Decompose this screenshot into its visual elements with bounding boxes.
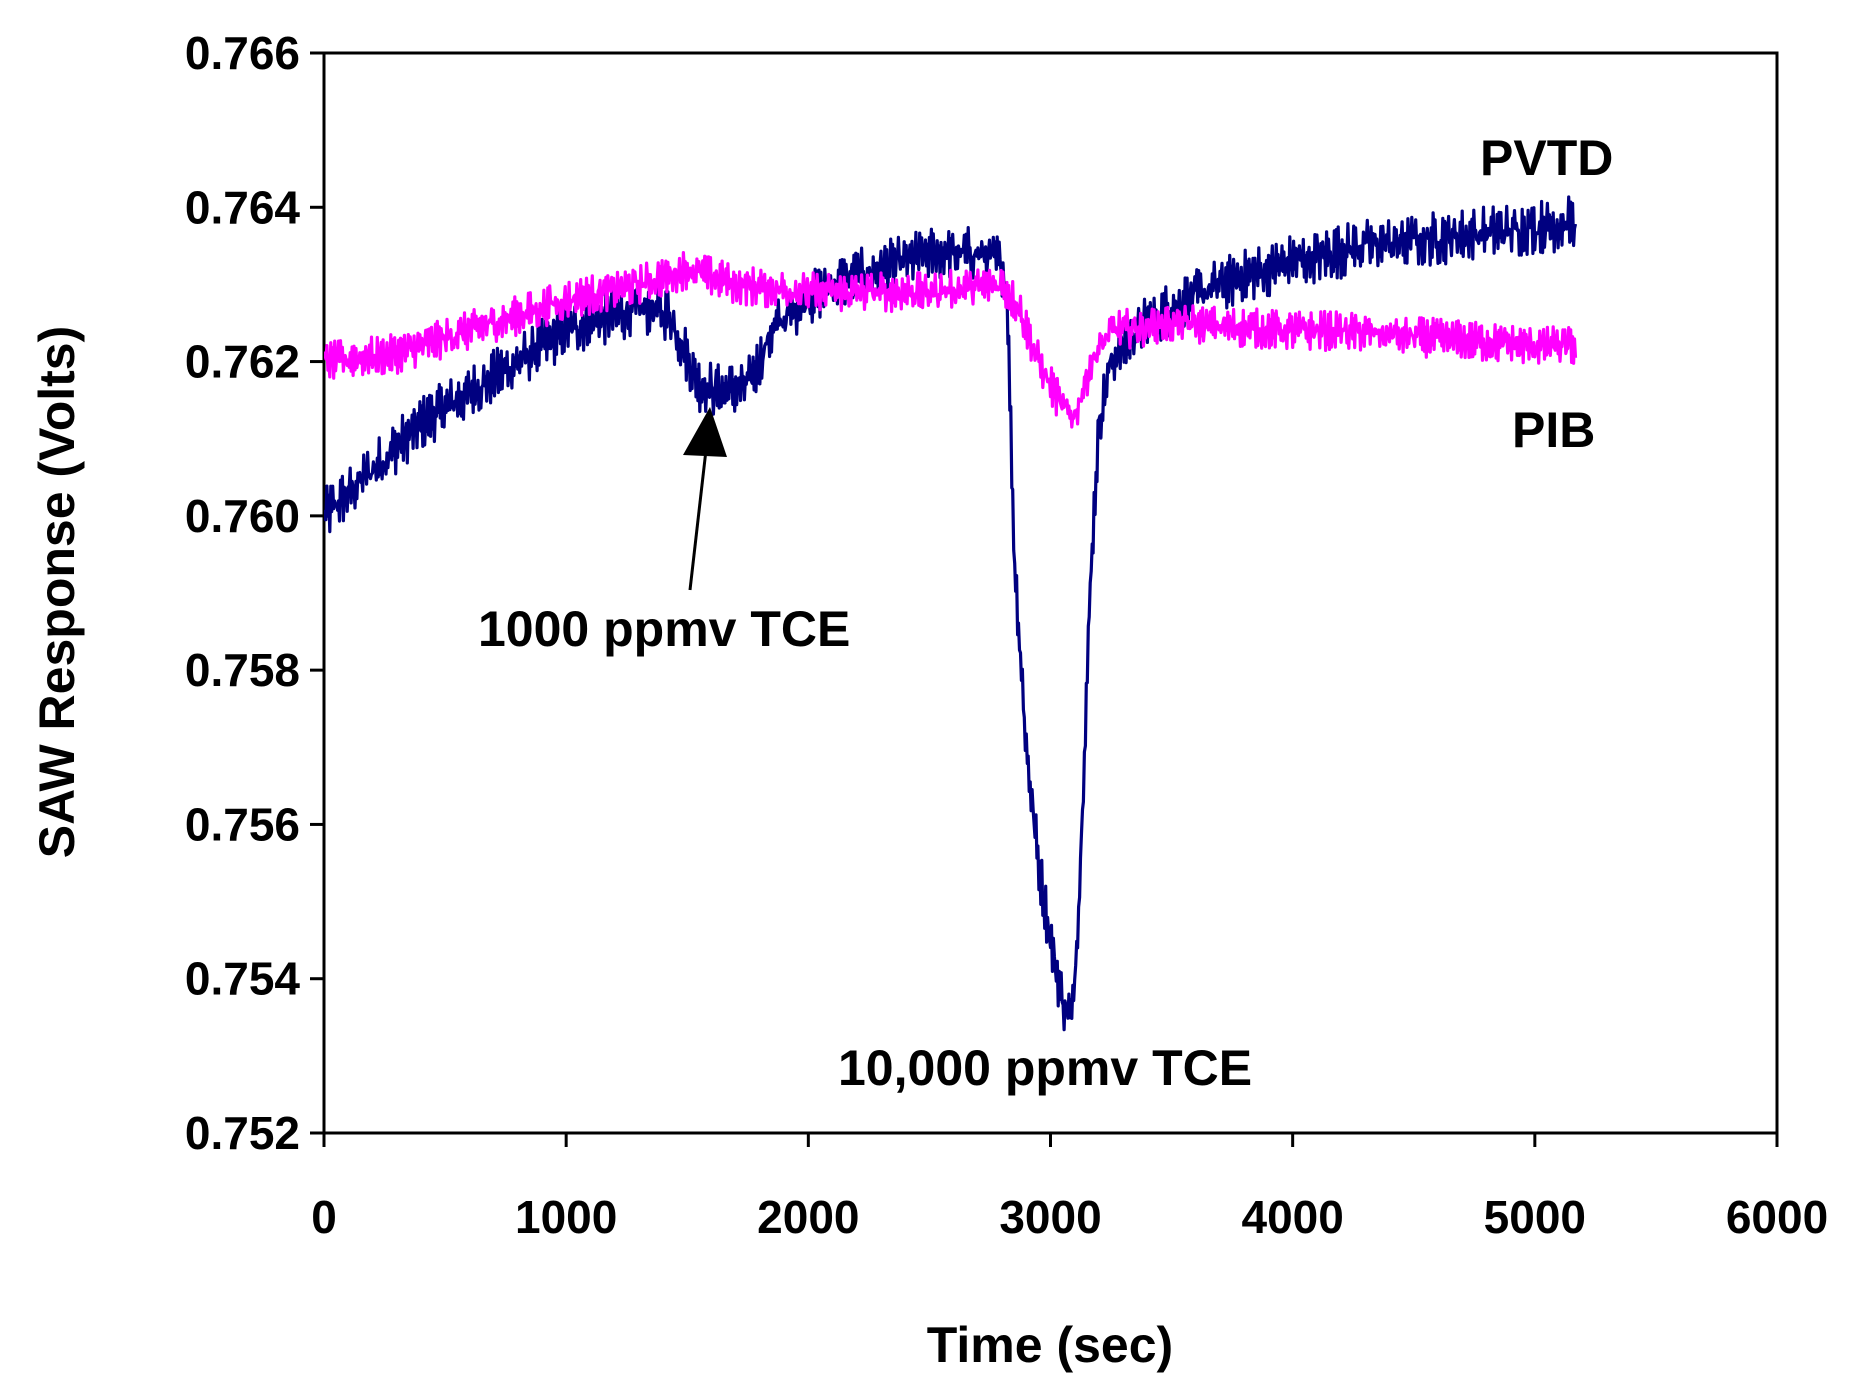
x-tick-label: 0 bbox=[311, 1191, 337, 1243]
x-axis-title: Time (sec) bbox=[927, 1317, 1173, 1373]
series-line-pib bbox=[324, 251, 1578, 429]
x-tick-label: 2000 bbox=[757, 1191, 859, 1243]
annotation-arrow-shaft bbox=[688, 449, 708, 591]
pvtd-series-label: PVTD bbox=[1480, 130, 1613, 186]
x-tick-label: 4000 bbox=[1241, 1191, 1343, 1243]
x-tick-label: 1000 bbox=[515, 1191, 617, 1243]
y-tick-label: 0.766 bbox=[185, 27, 300, 79]
x-tick-label: 5000 bbox=[1484, 1191, 1586, 1243]
y-tick-label: 0.756 bbox=[185, 798, 300, 850]
x-axis: 0 1000 2000 3000 4000 5000 6000 bbox=[311, 1133, 1828, 1243]
y-axis-title: SAW Response (Volts) bbox=[29, 326, 85, 858]
y-tick-label: 0.760 bbox=[185, 490, 300, 542]
x-tick-label: 6000 bbox=[1726, 1191, 1828, 1243]
series-layer bbox=[324, 195, 1578, 1032]
plot-frame bbox=[322, 51, 1779, 1135]
y-tick-label: 0.752 bbox=[185, 1107, 300, 1159]
y-tick-label: 0.758 bbox=[185, 644, 300, 696]
y-axis: 0.752 0.754 0.756 0.758 0.760 0.762 0.764 0.766 bbox=[185, 27, 324, 1159]
y-tick-label: 0.764 bbox=[185, 181, 301, 233]
y-tick-label: 0.762 bbox=[185, 336, 300, 388]
y-tick-label: 0.754 bbox=[185, 953, 301, 1005]
annotation-10000-ppmv: 10,000 ppmv TCE bbox=[838, 1040, 1252, 1096]
pib-series-label: PIB bbox=[1512, 402, 1595, 458]
x-tick-label: 3000 bbox=[999, 1191, 1101, 1243]
annotation-arrow-head bbox=[683, 407, 727, 457]
annotation-1000-ppmv: 1000 ppmv TCE bbox=[478, 601, 850, 657]
